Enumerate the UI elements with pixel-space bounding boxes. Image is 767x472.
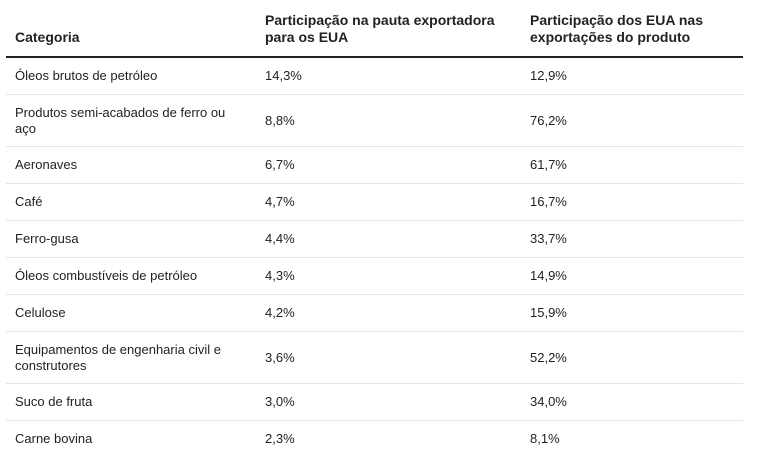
cell-pauta: 6,7% xyxy=(256,146,521,184)
cell-categoria: Celulose xyxy=(6,294,256,332)
table-row: Café 4,7% 16,7% xyxy=(6,183,743,221)
cell-pauta: 4,7% xyxy=(256,183,521,221)
table-row: Aeronaves 6,7% 61,7% xyxy=(6,146,743,184)
cell-categoria: Aeronaves xyxy=(6,146,256,184)
cell-eua: 15,9% xyxy=(521,294,743,332)
table-row: Carne bovina 2,3% 8,1% xyxy=(6,421,743,458)
table-row: Produtos semi-acabados de ferro ou aço 8… xyxy=(6,94,743,147)
table-body: Óleos brutos de petróleo 14,3% 12,9% Pro… xyxy=(6,57,743,457)
cell-categoria: Óleos brutos de petróleo xyxy=(6,57,256,95)
cell-eua: 61,7% xyxy=(521,146,743,184)
cell-eua: 16,7% xyxy=(521,183,743,221)
table-row: Óleos combustíveis de petróleo 4,3% 14,9… xyxy=(6,257,743,295)
cell-pauta: 3,0% xyxy=(256,383,521,421)
table-row: Celulose 4,2% 15,9% xyxy=(6,294,743,332)
cell-categoria: Equipamentos de engenharia civil e const… xyxy=(6,331,256,384)
cell-categoria: Ferro-gusa xyxy=(6,220,256,258)
cell-pauta: 8,8% xyxy=(256,94,521,147)
cell-categoria: Óleos combustíveis de petróleo xyxy=(6,257,256,295)
cell-eua: 12,9% xyxy=(521,57,743,95)
cell-eua: 33,7% xyxy=(521,220,743,258)
cell-pauta: 14,3% xyxy=(256,57,521,95)
cell-pauta: 3,6% xyxy=(256,331,521,384)
table-row: Equipamentos de engenharia civil e const… xyxy=(6,331,743,384)
cell-categoria: Carne bovina xyxy=(15,431,93,446)
export-table: Categoria Participação na pauta exportad… xyxy=(6,0,743,457)
table-header: Categoria Participação na pauta exportad… xyxy=(6,0,743,58)
cell-eua: 14,9% xyxy=(521,257,743,295)
cell-pauta: 4,2% xyxy=(256,294,521,332)
header-row: Categoria Participação na pauta exportad… xyxy=(6,0,743,58)
cell-pauta: 2,3% xyxy=(265,431,295,446)
data-table-container: Categoria Participação na pauta exportad… xyxy=(6,0,743,457)
cell-eua: 8,1% xyxy=(530,431,560,446)
cell-categoria: Suco de fruta xyxy=(6,383,256,421)
cell-categoria: Produtos semi-acabados de ferro ou aço xyxy=(6,94,256,147)
cell-eua: 34,0% xyxy=(521,383,743,421)
table-row: Ferro-gusa 4,4% 33,7% xyxy=(6,220,743,258)
table-row: Suco de fruta 3,0% 34,0% xyxy=(6,383,743,421)
header-categoria: Categoria xyxy=(6,0,256,58)
cell-pauta: 4,4% xyxy=(256,220,521,258)
table-row: Óleos brutos de petróleo 14,3% 12,9% xyxy=(6,57,743,95)
header-participacao-eua: Participação dos EUA nas exportações do … xyxy=(521,0,743,58)
cell-eua: 76,2% xyxy=(521,94,743,147)
cell-eua: 52,2% xyxy=(521,331,743,384)
cell-categoria: Café xyxy=(6,183,256,221)
cell-pauta: 4,3% xyxy=(256,257,521,295)
header-participacao-pauta: Participação na pauta exportadora para o… xyxy=(256,0,521,58)
